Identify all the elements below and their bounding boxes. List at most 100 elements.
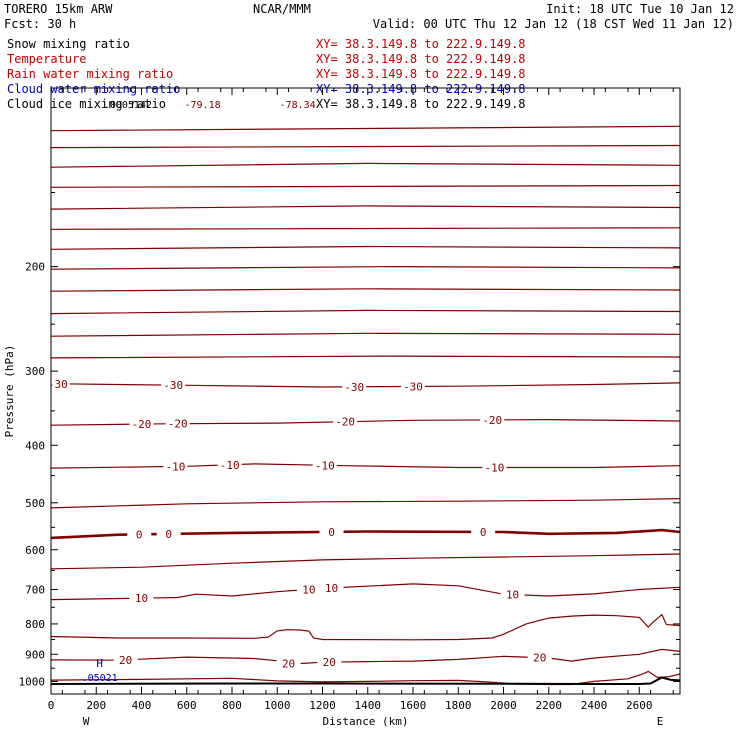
isotherm-label: 20 xyxy=(323,656,336,669)
header-forecast: Fcst: 30 h xyxy=(4,17,76,31)
isotherm-label-bg xyxy=(482,461,507,473)
isotherm-label: -10 xyxy=(485,461,505,474)
isotherm-label-bg xyxy=(276,657,301,669)
max-value: .05021 xyxy=(82,673,118,684)
max-marker: H xyxy=(96,657,103,670)
isotherm-label-bg xyxy=(161,379,186,391)
x-tick-label: 600 xyxy=(177,699,197,712)
isotherm-label: -30 xyxy=(163,379,183,392)
isotherm-label-bg xyxy=(471,525,496,537)
isotherm-line xyxy=(51,583,680,601)
isotherm-label: -20 xyxy=(168,418,188,431)
isotherm-label: 10 xyxy=(135,592,148,605)
isotherm-label: 10 xyxy=(325,582,338,595)
isotherm-label-bg xyxy=(333,415,358,427)
isotherm-label-bg xyxy=(113,653,138,665)
y-tick-label: 400 xyxy=(25,439,45,452)
isotherm-label: -30 xyxy=(403,380,423,393)
legend-entry-name: Snow mixing ratio xyxy=(7,37,130,51)
isotherm-label: -10 xyxy=(166,460,186,473)
isotherm-line xyxy=(51,463,680,469)
isotherm-label: -30 xyxy=(344,381,364,394)
isotherm-label-bg xyxy=(217,458,242,470)
isotherm-label: -30 xyxy=(48,378,68,391)
isotherm-label-bg xyxy=(129,592,154,604)
isotherm-label: 10 xyxy=(506,589,519,602)
header: TORERO 15km ARW NCAR/MMM Init: 18 UTC Tu… xyxy=(4,2,734,31)
annotation-temp-min-2: -78.34 xyxy=(280,100,316,111)
header-init: Init: 18 UTC Tue 10 Jan 12 xyxy=(546,2,734,16)
x-tick-label: 2600 xyxy=(626,699,653,712)
y-tick-label: 900 xyxy=(25,648,45,661)
isotherm-label: 10 xyxy=(302,583,315,596)
isotherm-line xyxy=(51,144,680,149)
isotherm-label-bg xyxy=(480,413,505,425)
y-tick-label: 300 xyxy=(25,365,45,378)
isotherm-label-bg xyxy=(317,656,342,668)
isotherm-label-bg xyxy=(165,417,190,429)
x-tick-label: 0 xyxy=(48,699,55,712)
isotherm-label: 0 xyxy=(165,528,172,541)
x-tick-label: 1000 xyxy=(264,699,291,712)
isotherm-label-bg xyxy=(163,460,188,472)
plot-frame xyxy=(50,87,681,695)
isotherm-line xyxy=(51,265,680,270)
isotherm-label-bg xyxy=(51,377,70,389)
legend-entry-name: Cloud water mixing ratio xyxy=(7,82,180,96)
isotherm-line xyxy=(51,670,680,686)
x-tick-label: 1800 xyxy=(445,699,472,712)
annotation-temp-min-1: -79.18 xyxy=(185,100,221,111)
isotherm-line xyxy=(51,205,680,210)
isotherm-line xyxy=(51,288,680,292)
isotherm-line xyxy=(51,227,680,230)
y-tick-label: 200 xyxy=(25,261,45,274)
isotherm-label: 0 xyxy=(136,528,143,541)
isotherm-zero-line xyxy=(51,528,680,540)
x-end-label-east: E xyxy=(657,715,664,728)
isotherm-label: 0 xyxy=(480,526,487,539)
header-org: NCAR/MMM xyxy=(253,2,311,16)
isotherm-line xyxy=(51,184,680,188)
y-axis-label: Pressure (hPa) xyxy=(3,345,16,438)
isotherm-label: -20 xyxy=(335,416,355,429)
terrain-line xyxy=(51,676,680,685)
y-tick-label: 600 xyxy=(25,544,45,557)
y-tick-label: 500 xyxy=(25,497,45,510)
y-tick-label: 700 xyxy=(25,584,45,597)
isotherm-label-bg xyxy=(527,651,552,663)
x-tick-label: 2400 xyxy=(581,699,608,712)
isotherm-label: -20 xyxy=(132,418,152,431)
isotherm-label-bg xyxy=(319,525,344,537)
isotherm-line xyxy=(51,613,680,641)
isotherm-label-bg xyxy=(401,380,426,392)
y-tick-label: 1000 xyxy=(19,675,46,688)
isotherm-label-bg xyxy=(296,583,321,595)
legend: Snow mixing ratio XY= 38.3.149.8 to 222.9… xyxy=(7,37,526,111)
isotherm-label-bg xyxy=(319,581,344,593)
isotherm-label: -10 xyxy=(315,459,335,472)
x-tick-label: 1600 xyxy=(400,699,427,712)
legend-entry-xy: XY= 38.3.149.8 to 222.9.149.8 xyxy=(316,82,526,96)
header-valid: Valid: 00 UTC Thu 12 Jan 12 (18 CST Wed … xyxy=(373,17,734,31)
axes: 0 200 400 600 800 1000 1200 1400 1600 1800 2000 220… xyxy=(3,88,680,728)
isotherm-label-bg xyxy=(342,380,367,392)
isotherm-label-bg xyxy=(312,459,337,471)
isotherm-line xyxy=(51,553,680,570)
isotherm-label-bg xyxy=(129,418,154,430)
x-tick-label: 400 xyxy=(132,699,152,712)
x-tick-label: 200 xyxy=(86,699,106,712)
legend-entry-xy: XY= 38.3.149.8 to 222.9.149.8 xyxy=(316,97,526,111)
legend-entry-xy: XY= 38.3.149.8 to 222.9.149.8 xyxy=(316,37,526,51)
x-tick-label: 1400 xyxy=(355,699,382,712)
legend-entry-xy: XY= 38.3.149.8 to 222.9.149.8 xyxy=(316,67,526,81)
isotherm-line xyxy=(51,355,680,359)
isotherm-label: 20 xyxy=(282,658,295,671)
y-tick-label: 800 xyxy=(25,618,45,631)
legend-entry-name: Cloud ice mixing ratio xyxy=(7,97,166,111)
isotherm-label-bg xyxy=(156,527,181,539)
isotherm-line xyxy=(51,162,680,168)
isotherm-label: -10 xyxy=(220,459,240,472)
isotherm-label: 0 xyxy=(328,526,335,539)
isotherm-label: 20 xyxy=(119,654,132,667)
